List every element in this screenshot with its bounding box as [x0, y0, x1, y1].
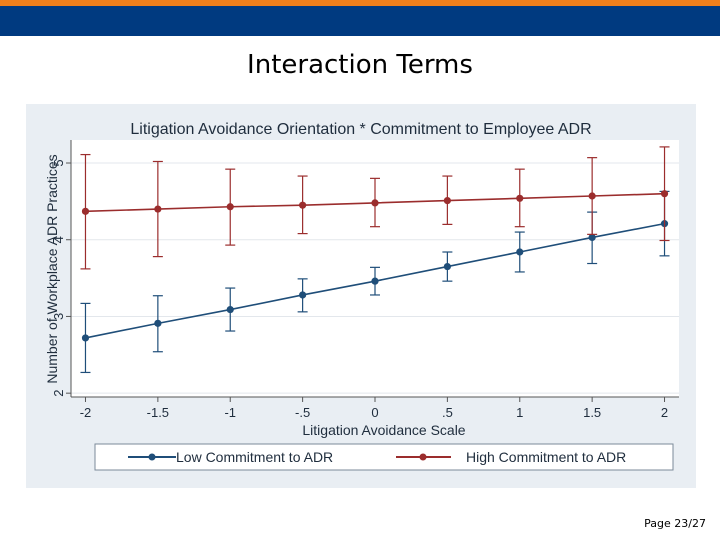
chart-title: Litigation Avoidance Orientation * Commi… [130, 121, 591, 138]
legend-marker-low [148, 453, 156, 461]
y-tick-label: 3 [51, 313, 66, 320]
data-point [154, 319, 162, 327]
data-point [154, 205, 162, 213]
x-tick-label: 1 [516, 405, 523, 420]
legend: Low Commitment to ADR High Commitment to… [94, 443, 674, 471]
legend-label-low: Low Commitment to ADR [176, 449, 333, 465]
header-band [0, 6, 720, 36]
data-point [588, 233, 596, 242]
data-point [371, 199, 379, 207]
data-point [516, 194, 524, 202]
data-point [443, 197, 451, 205]
data-point [299, 291, 307, 299]
x-axis-label: Litigation Avoidance Scale [302, 422, 465, 438]
data-point [588, 192, 596, 200]
x-tick-label: -2 [80, 405, 92, 420]
chart-svg: Litigation Avoidance Orientation * Commi… [26, 104, 696, 488]
data-point [81, 334, 90, 342]
y-axis-label: Number of Workplace ADR Practices [44, 154, 60, 383]
y-tick-label: 4 [51, 236, 66, 243]
x-tick-label: 0 [371, 405, 378, 420]
data-point [299, 201, 307, 209]
x-tick-label: -1 [224, 405, 236, 420]
data-point [226, 305, 234, 314]
x-tick-label: .5 [442, 405, 453, 420]
series-low [80, 190, 670, 374]
data-point [660, 190, 669, 198]
x-tick-label: 1.5 [583, 405, 601, 420]
y-tick-label: 5 [51, 159, 66, 166]
x-tick-label: -.5 [295, 405, 310, 420]
x-tick-label: -1.5 [147, 405, 169, 420]
y-tick-label: 2 [51, 390, 66, 397]
data-point [81, 207, 90, 215]
legend-label-high: High Commitment to ADR [466, 449, 626, 465]
slide-title: Interaction Terms [247, 50, 473, 80]
series-high [80, 146, 670, 270]
chart-figure: Litigation Avoidance Orientation * Commi… [26, 104, 696, 488]
legend-marker-high [419, 453, 427, 461]
header-stripe [0, 0, 720, 6]
x-tick-label: 2 [661, 405, 668, 420]
data-point [516, 248, 524, 256]
data-point [443, 262, 451, 271]
data-point [371, 277, 379, 285]
page-number: Page 23/27 [644, 517, 706, 530]
data-point [226, 203, 234, 211]
